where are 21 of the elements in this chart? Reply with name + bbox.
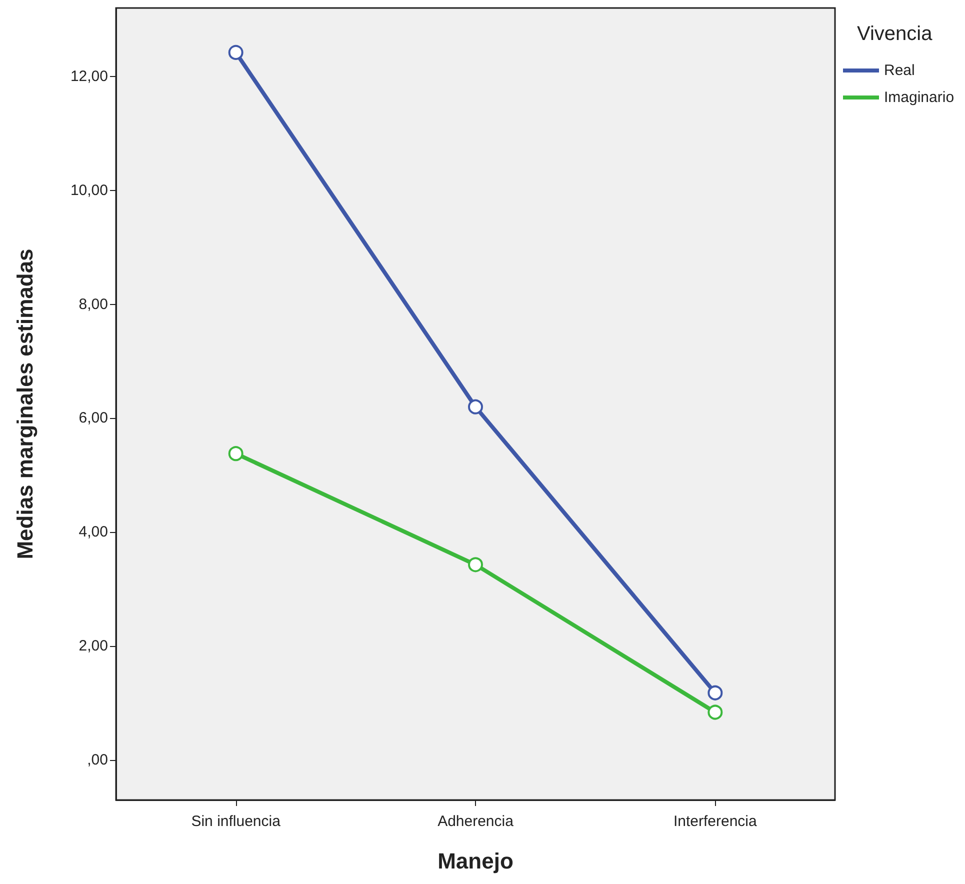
legend-title: Vivencia (857, 23, 934, 45)
y-tick-label: ,00 (87, 752, 108, 769)
point (228, 446, 244, 462)
point (468, 399, 483, 414)
x-axis-title: Manejo (438, 848, 514, 874)
y-tick-label: 12,00 (70, 68, 108, 85)
y-tick-label: 10,00 (70, 182, 108, 199)
y-tick-label: 4,00 (78, 524, 108, 541)
x-tick-label: Sin influencia (191, 813, 282, 830)
point (468, 557, 483, 572)
legend-label: Imaginario (884, 89, 954, 106)
y-tick-label: 6,00 (78, 410, 108, 427)
y-axis-title: Medias marginales estimadas (12, 248, 38, 560)
y-tick-label: 2,00 (78, 638, 108, 655)
legend-label: Real (884, 62, 915, 79)
y-tick-label: 8,00 (78, 296, 108, 313)
x-tick-label: Adherencia (438, 813, 514, 830)
x-tick-label: Interferencia (673, 813, 758, 830)
point (228, 44, 244, 60)
point (708, 685, 723, 700)
point (708, 704, 723, 720)
